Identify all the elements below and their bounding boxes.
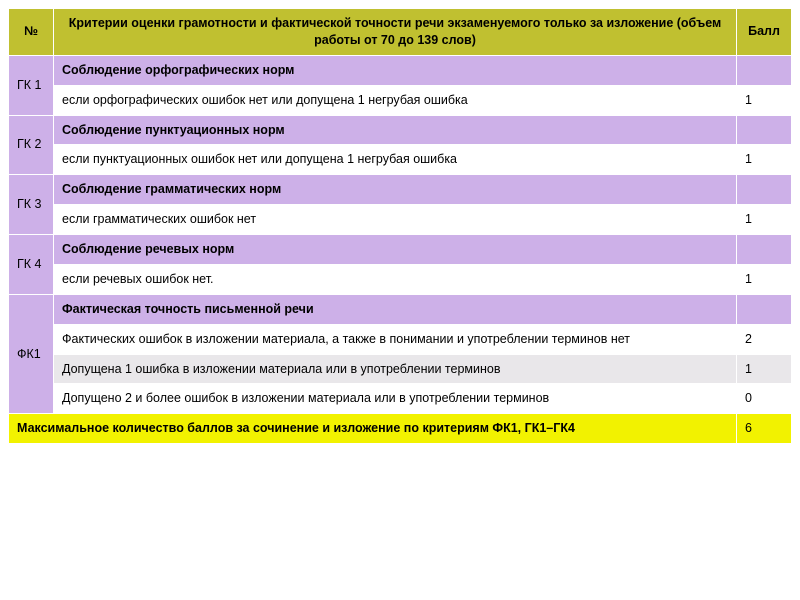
criterion-title: Соблюдение речевых норм [54,235,737,265]
criterion-title: Соблюдение грамматических норм [54,175,737,205]
criterion-code: ГК 3 [9,175,54,235]
table-row: если речевых ошибок нет.1 [9,264,792,294]
header-criteria: Критерии оценки грамотности и фактическо… [54,9,737,56]
criterion-detail: если пунктуационных ошибок нет или допущ… [54,145,737,175]
table-row: Допущена 1 ошибка в изложении материала … [9,354,792,384]
criterion-title: Фактическая точность письменной речи [54,294,737,324]
table-row: если пунктуационных ошибок нет или допущ… [9,145,792,175]
criteria-table: №Критерии оценки грамотности и фактическ… [8,8,792,444]
criterion-code: ФК1 [9,294,54,414]
criterion-code: ГК 2 [9,115,54,175]
footer-text: Максимальное количество баллов за сочине… [9,414,737,444]
table-row: ГК 4Соблюдение речевых норм [9,235,792,265]
criterion-score: 0 [737,384,792,414]
footer-score: 6 [737,414,792,444]
criterion-score: 1 [737,354,792,384]
table-row: ГК 1Соблюдение орфографических норм [9,55,792,85]
header-num: № [9,9,54,56]
criterion-score [737,55,792,85]
table-row: ФК1Фактическая точность письменной речи [9,294,792,324]
criterion-score [737,294,792,324]
criterion-title: Соблюдение пунктуационных норм [54,115,737,145]
table-row: Фактических ошибок в изложении материала… [9,324,792,354]
criterion-score [737,115,792,145]
criterion-score: 2 [737,324,792,354]
criterion-detail: если орфографических ошибок нет или допу… [54,85,737,115]
criterion-code: ГК 4 [9,235,54,295]
criterion-score: 1 [737,205,792,235]
table-row: если орфографических ошибок нет или допу… [9,85,792,115]
criterion-score: 1 [737,85,792,115]
criterion-detail: если речевых ошибок нет. [54,264,737,294]
criterion-score: 1 [737,145,792,175]
criterion-detail: если грамматических ошибок нет [54,205,737,235]
criterion-detail: Допущено 2 и более ошибок в изложении ма… [54,384,737,414]
table-row: Допущено 2 и более ошибок в изложении ма… [9,384,792,414]
table-row: если грамматических ошибок нет1 [9,205,792,235]
header-score: Балл [737,9,792,56]
criterion-detail: Фактических ошибок в изложении материала… [54,324,737,354]
table-row: ГК 2Соблюдение пунктуационных норм [9,115,792,145]
criterion-score [737,175,792,205]
footer-row: Максимальное количество баллов за сочине… [9,414,792,444]
table-row: ГК 3Соблюдение грамматических норм [9,175,792,205]
criterion-title: Соблюдение орфографических норм [54,55,737,85]
criterion-detail: Допущена 1 ошибка в изложении материала … [54,354,737,384]
criterion-score [737,235,792,265]
criterion-score: 1 [737,264,792,294]
criterion-code: ГК 1 [9,55,54,115]
